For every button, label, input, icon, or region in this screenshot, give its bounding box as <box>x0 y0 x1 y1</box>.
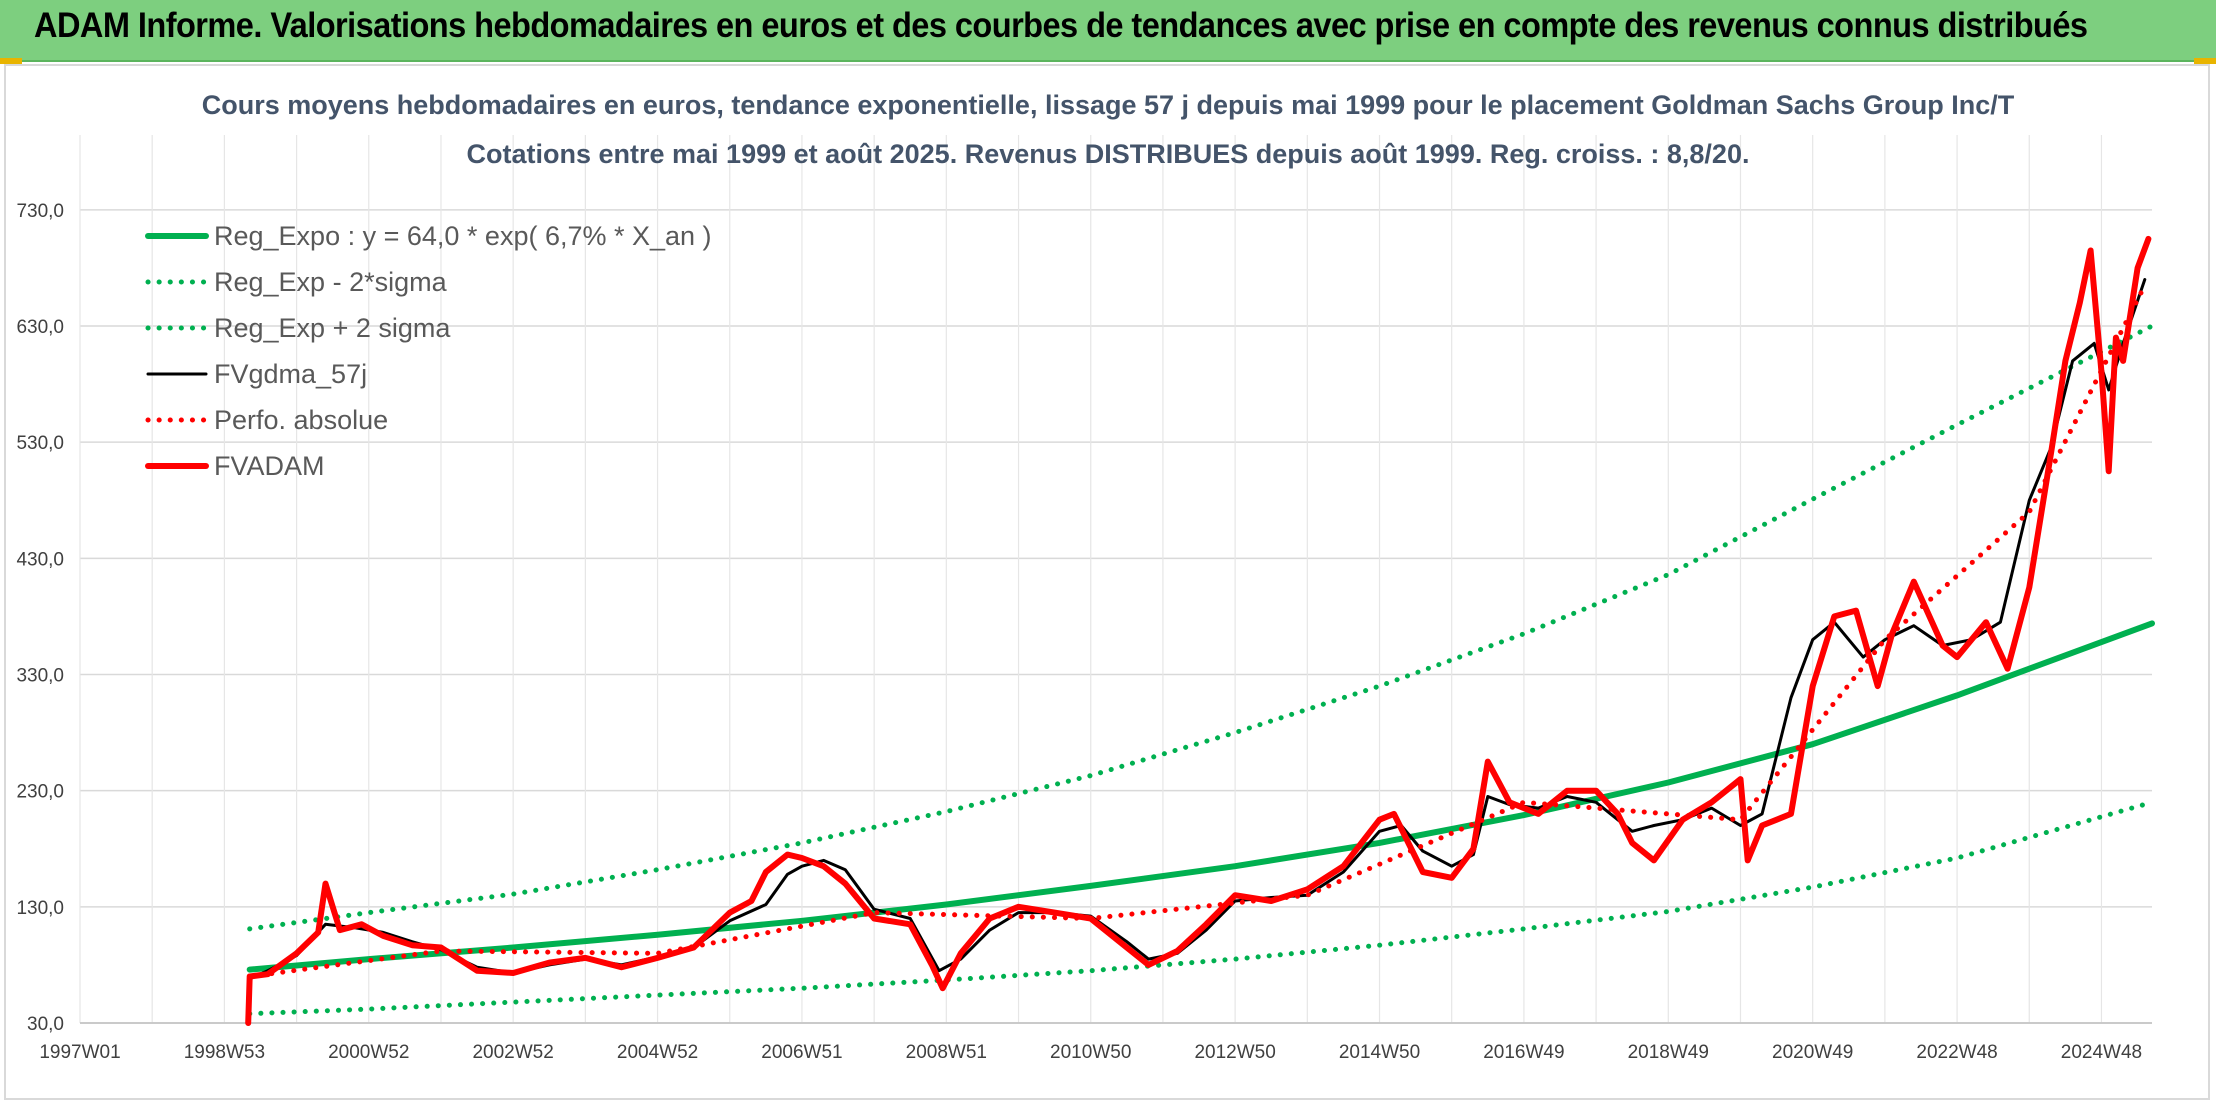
y-tick-label: 130,0 <box>16 898 64 919</box>
legend-label: FVADAM <box>214 451 325 481</box>
chart-subtitle: Cotations entre mai 1999 et août 2025. R… <box>466 139 1750 169</box>
x-tick-label: 2016W49 <box>1483 1042 1564 1063</box>
legend-label: FVgdma_57j <box>214 359 367 389</box>
legend-label: Perfo. absolue <box>214 405 388 435</box>
y-tick-label: 30,0 <box>27 1014 64 1035</box>
x-tick-label: 2004W52 <box>617 1042 698 1063</box>
series-line-5 <box>245 235 2152 1026</box>
x-tick-label: 2008W51 <box>906 1042 987 1063</box>
series-lines <box>245 235 2155 1026</box>
y-axis-ticks: 30,0 130,0 230,0 330,0 430,0 530,0 630,0 730,0 <box>16 201 64 1035</box>
x-tick-label: 2018W49 <box>1628 1042 1709 1063</box>
y-tick-label: 230,0 <box>16 782 64 803</box>
x-tick-label: 2002W52 <box>472 1042 553 1063</box>
legend-label: Reg_Exp + 2 sigma <box>214 313 451 343</box>
x-tick-label: 2012W50 <box>1194 1042 1275 1063</box>
x-tick-label: 2010W50 <box>1050 1042 1131 1063</box>
y-tick-label: 730,0 <box>16 201 64 222</box>
x-tick-label: 1997W01 <box>39 1042 120 1063</box>
y-tick-label: 430,0 <box>16 549 64 570</box>
x-tick-label: 2022W48 <box>1916 1042 1997 1063</box>
x-tick-label: 2020W49 <box>1772 1042 1853 1063</box>
series-line-1 <box>247 799 2155 1017</box>
x-tick-label: 2024W48 <box>2061 1042 2142 1063</box>
series-line-2 <box>247 323 2155 932</box>
legend-label: Reg_Exp - 2*sigma <box>214 267 448 297</box>
x-tick-label: 1998W53 <box>184 1042 265 1063</box>
legend-label: Reg_Expo : y = 64,0 * exp( 6,7% * X_an ) <box>214 221 712 251</box>
y-tick-label: 630,0 <box>16 317 64 338</box>
chart-title: Cours moyens hebdomadaires en euros, ten… <box>201 90 2015 120</box>
series-line-4 <box>247 282 2148 979</box>
x-tick-label: 2000W52 <box>328 1042 409 1063</box>
report-title: ADAM Informe. Valorisations hebdomadaire… <box>34 6 2088 45</box>
x-axis-ticks: 1997W01 1998W53 2000W52 2002W52 2004W52 2006W… <box>39 1042 2142 1063</box>
corner-accent-left <box>0 58 22 64</box>
y-tick-label: 330,0 <box>16 666 64 687</box>
x-tick-label: 2006W51 <box>761 1042 842 1063</box>
header-banner: ADAM Informe. Valorisations hebdomadaire… <box>0 0 2216 62</box>
legend: Reg_Expo : y = 64,0 * exp( 6,7% * X_an )… <box>145 221 712 481</box>
x-tick-label: 2014W50 <box>1339 1042 1420 1063</box>
y-tick-label: 530,0 <box>16 433 64 454</box>
series-line-0 <box>246 620 2155 973</box>
corner-accent-right <box>2194 58 2216 64</box>
